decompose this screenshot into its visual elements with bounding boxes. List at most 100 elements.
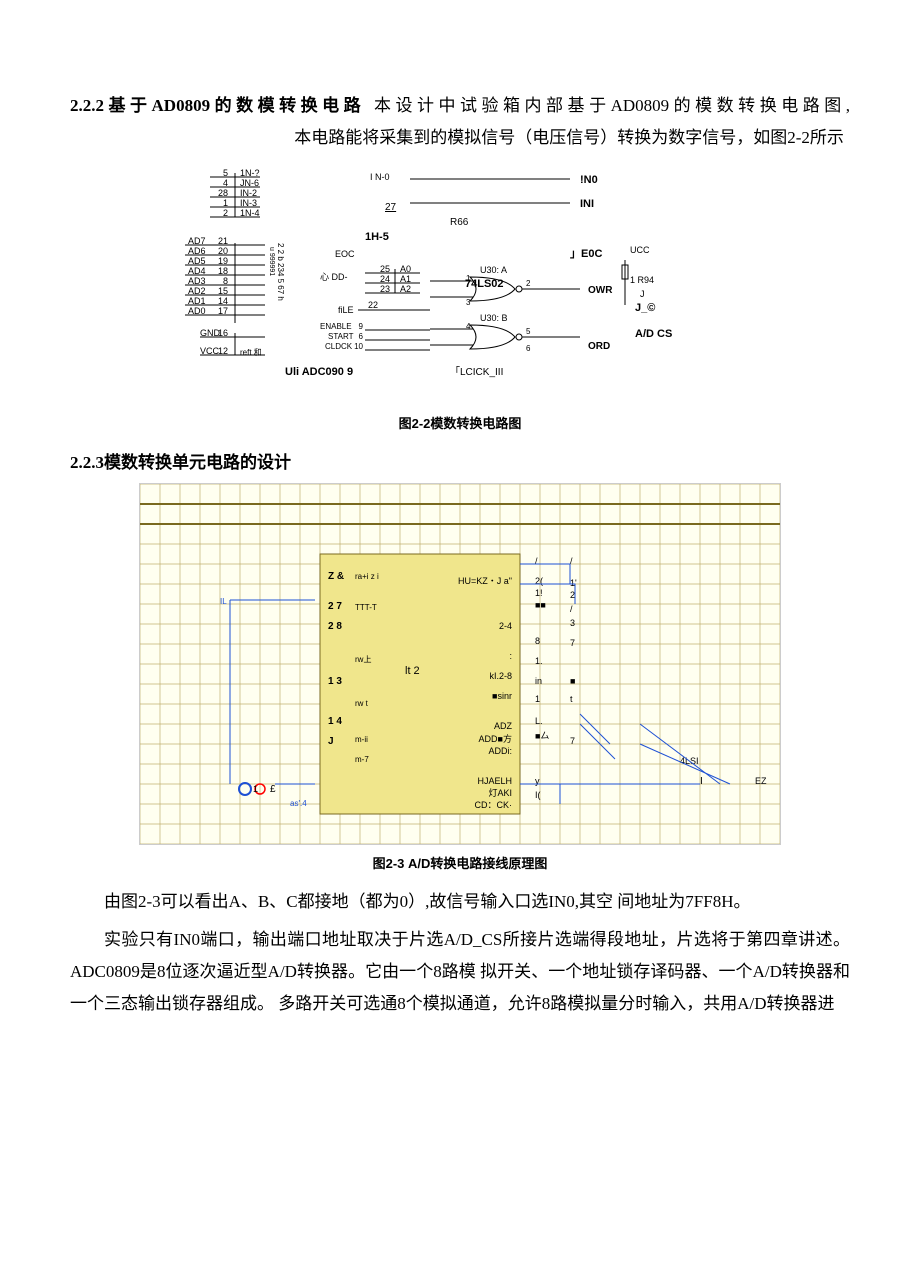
- svg-text:25: 25: [380, 264, 390, 274]
- caption-2-3: 图2-3 A/D转换电路接线原理图: [70, 853, 850, 872]
- svg-text:■sinr: ■sinr: [492, 691, 512, 701]
- svg-text:IN-3: IN-3: [240, 198, 257, 208]
- text-222b: 本电路能将采集到的模拟信号（电压信号）转换为数字信号，如图2-2所示: [294, 128, 844, 147]
- svg-text:2 7: 2 7: [328, 601, 342, 612]
- svg-text:CLDCK: CLDCK: [325, 342, 353, 351]
- svg-text:24: 24: [380, 274, 390, 284]
- svg-text:ra+i z i: ra+i z i: [355, 572, 379, 581]
- r66-label: R66: [450, 217, 469, 228]
- svg-text:ADZ: ADZ: [494, 721, 513, 731]
- svg-text:6: 6: [359, 332, 364, 341]
- svg-text:U30: A: U30: A: [480, 265, 507, 275]
- svg-text:ADD■方: ADD■方: [479, 733, 512, 744]
- svg-text:as'.4: as'.4: [290, 799, 307, 808]
- svg-text:A2: A2: [400, 284, 411, 294]
- svg-text:1.: 1.: [535, 656, 543, 666]
- svg-text:!N0: !N0: [580, 174, 598, 186]
- figure-2-3: Z &2 72 81 31 4J ra+i z iTTT-Trw上rw tm-i…: [139, 483, 781, 845]
- svg-text:■: ■: [570, 676, 575, 686]
- svg-text:■■: ■■: [535, 600, 546, 610]
- para-222: 2.2.2基于AD0809的数模转换电路 本设计中试验箱内部基于AD0809的模…: [70, 90, 850, 155]
- svg-text:m-7: m-7: [355, 755, 369, 764]
- svg-text:1: 1: [466, 274, 471, 283]
- svg-text:3: 3: [570, 618, 575, 628]
- svg-text:6: 6: [526, 344, 531, 353]
- dd-label: 心 DD-: [320, 272, 348, 282]
- svg-text:AD2: AD2: [188, 286, 206, 296]
- chip-body: [320, 554, 520, 814]
- svg-text:9: 9: [359, 322, 364, 331]
- svg-text:1: 1: [253, 784, 258, 794]
- svg-text:AD1: AD1: [188, 296, 206, 306]
- heading-223: 2.2.3模数转换单元电路的设计: [70, 448, 850, 473]
- svg-text:21: 21: [218, 236, 228, 246]
- svg-text:8: 8: [535, 636, 540, 646]
- svg-text:rw上: rw上: [355, 655, 371, 664]
- svg-text:A/D CS: A/D CS: [635, 328, 672, 340]
- in5-label: 1H-5: [365, 231, 389, 243]
- col-nums: 2 2 b 234 5 67 h: [276, 243, 285, 301]
- svg-text:19: 19: [218, 256, 228, 266]
- svg-text:AD4: AD4: [188, 266, 206, 276]
- svg-text:A0: A0: [400, 264, 411, 274]
- svg-text:TTT-T: TTT-T: [355, 603, 377, 612]
- svg-text:2: 2: [223, 208, 228, 218]
- svg-text:AD7: AD7: [188, 236, 206, 246]
- svg-text:HJAELH: HJAELH: [477, 776, 512, 786]
- svg-text:18: 18: [218, 266, 228, 276]
- svg-text:I(: I(: [535, 790, 541, 800]
- text-222a: 本设计中试验箱内部基于AD0809的模数转换电路图,: [365, 96, 850, 115]
- svg-text:J_©: J_©: [635, 302, 655, 314]
- svg-text:1 4: 1 4: [328, 716, 342, 727]
- svg-text:5: 5: [223, 168, 228, 178]
- svg-text:J: J: [328, 736, 334, 747]
- svg-text:AD5: AD5: [188, 256, 206, 266]
- svg-text:8: 8: [223, 276, 228, 286]
- svg-text:1 3: 1 3: [328, 676, 342, 687]
- svg-text:10: 10: [354, 342, 363, 351]
- svg-text:ORD: ORD: [588, 341, 610, 352]
- svg-text:reft 和: reft 和: [240, 348, 262, 357]
- svg-text:15: 15: [218, 286, 228, 296]
- svg-text:L.: L.: [535, 716, 543, 726]
- svg-text:OWR: OWR: [588, 285, 613, 296]
- svg-text:20: 20: [218, 246, 228, 256]
- svg-text:2 8: 2 8: [328, 621, 342, 632]
- svg-text:28: 28: [218, 188, 228, 198]
- svg-text:AD3: AD3: [188, 276, 206, 286]
- page: 2.2.2基于AD0809的数模转换电路 本设计中试验箱内部基于AD0809的模…: [0, 0, 920, 1067]
- svg-text::: :: [509, 651, 512, 661]
- svg-text:in: in: [535, 676, 542, 686]
- svg-text:1!: 1!: [535, 588, 543, 598]
- para-tail-1: 由图2-3可以看出A、B、C都接地（都为0）,故信号输入口选IN0,其空 间地址…: [70, 886, 850, 918]
- ale-pin: 22: [368, 300, 378, 310]
- svg-text:ADDi:: ADDi:: [488, 746, 512, 756]
- svg-text:3: 3: [466, 298, 471, 307]
- svg-text:ENABLE: ENABLE: [320, 322, 352, 331]
- ale-label: fiLE: [338, 305, 354, 315]
- svg-text:JN-6: JN-6: [240, 178, 259, 188]
- svg-text:START: START: [328, 332, 354, 341]
- svg-text:■厶: ■厶: [535, 731, 549, 741]
- heading-222: 2.2.2基于AD0809的数模转换电路: [70, 96, 365, 115]
- far-ez: EZ: [755, 776, 767, 786]
- svg-text:1N-4: 1N-4: [240, 208, 260, 218]
- svg-text:1N-?: 1N-?: [240, 168, 260, 178]
- svg-text:7: 7: [570, 638, 575, 648]
- svg-text:1: 1: [223, 198, 228, 208]
- pin27: 27: [385, 202, 397, 213]
- svg-text:IL: IL: [220, 597, 227, 606]
- svg-text:£: £: [270, 784, 276, 795]
- svg-text:1: 1: [535, 694, 540, 704]
- svg-text:IN-2: IN-2: [240, 188, 257, 198]
- svg-text:4: 4: [223, 178, 228, 188]
- svg-text:1 R94: 1 R94: [630, 275, 654, 285]
- svg-text:2: 2: [570, 590, 575, 600]
- svg-text:INI: INI: [580, 198, 594, 210]
- eoc-label: EOC: [335, 249, 355, 259]
- far-i: I: [700, 776, 703, 787]
- svg-text:J: J: [640, 289, 645, 299]
- svg-text:A1: A1: [400, 274, 411, 284]
- svg-text:灯AKI: 灯AKI: [488, 788, 512, 798]
- svg-text:GND: GND: [200, 328, 221, 338]
